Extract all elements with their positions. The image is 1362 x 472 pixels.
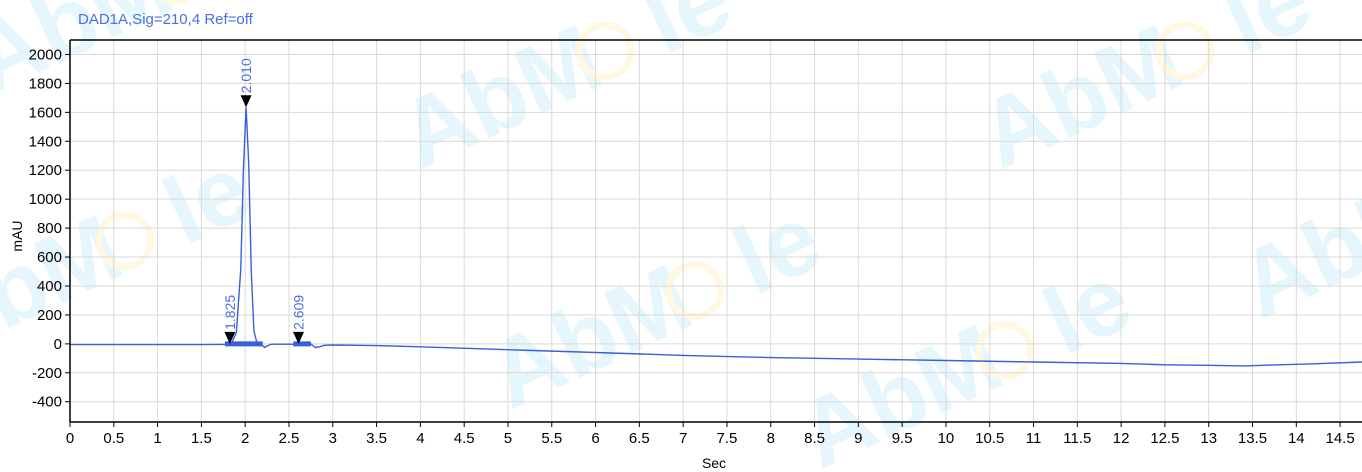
x-tick-label: 12.5 xyxy=(1150,430,1179,447)
watermark-ring xyxy=(665,261,725,321)
x-axis-ticks: 0 0.5 1 1.5 2 2.5 3 3.5 4 4.5 5 5.5 6 6.5 7 7.5 8 8.5 9 9.5… xyxy=(66,422,1355,447)
x-tick-label: 6 xyxy=(591,430,599,447)
x-tick-label: 2.5 xyxy=(279,430,300,447)
x-tick-label: 2 xyxy=(241,430,249,447)
y-tick-label: -400 xyxy=(32,394,62,411)
peak-marker xyxy=(224,331,236,344)
peak-marker xyxy=(293,331,305,344)
x-tick-label: 9 xyxy=(854,430,862,447)
x-tick-label: 9.5 xyxy=(892,430,913,447)
y-tick-label: 800 xyxy=(37,220,62,237)
y-tick-label: 1000 xyxy=(29,191,62,208)
peak-label: 2.010 xyxy=(238,58,254,93)
x-tick-label: 10.5 xyxy=(975,430,1004,447)
y-tick-label: 600 xyxy=(37,249,62,266)
x-tick-label: 7.5 xyxy=(717,430,738,447)
x-tick-label: 13.5 xyxy=(1238,430,1267,447)
x-tick-label: 12 xyxy=(1113,430,1130,447)
y-axis-title: mAU xyxy=(9,220,25,251)
x-tick-label: 3 xyxy=(329,430,337,447)
x-tick-label: 3.5 xyxy=(366,430,387,447)
y-tick-label: 400 xyxy=(37,278,62,295)
y-tick-label: 0 xyxy=(54,336,62,353)
x-axis-title: Sec xyxy=(702,455,726,471)
x-tick-label: 0.5 xyxy=(103,430,124,447)
y-tick-label: -200 xyxy=(32,365,62,382)
y-tick-label: 1200 xyxy=(29,162,62,179)
y-tick-label: 1600 xyxy=(29,104,62,121)
x-tick-label: 11.5 xyxy=(1063,430,1091,447)
x-tick-label: 6.5 xyxy=(629,430,650,447)
peak-label: 2.609 xyxy=(291,295,307,330)
signal-title: DAD1A,Sig=210,4 Ref=off xyxy=(78,11,254,28)
y-axis-ticks: -400 -200 0 200 400 600 800 1000 1200 1400 1600 180… xyxy=(29,46,70,411)
x-tick-label: 0 xyxy=(66,430,74,447)
x-tick-label: 13 xyxy=(1200,430,1217,447)
integration-baseline-bar xyxy=(293,341,311,347)
x-tick-label: 4 xyxy=(416,430,424,447)
x-tick-label: 8 xyxy=(767,430,775,447)
y-tick-label: 2000 xyxy=(29,46,62,63)
x-tick-label: 1 xyxy=(153,430,161,447)
y-tick-label: 200 xyxy=(37,307,62,324)
y-tick-label: 1800 xyxy=(29,75,62,92)
x-tick-label: 1.5 xyxy=(191,430,212,447)
x-tick-label: 7 xyxy=(679,430,687,447)
peak-label: 1.825 xyxy=(222,295,238,330)
y-tick-label: 1400 xyxy=(29,133,62,150)
axes xyxy=(69,39,1362,423)
x-tick-label: 10 xyxy=(938,430,955,447)
integration-baselines xyxy=(225,341,311,347)
x-tick-label: 4.5 xyxy=(454,430,475,447)
peak-marker xyxy=(240,95,252,108)
x-tick-label: 14.5 xyxy=(1326,430,1355,447)
peak-markers: 1.825 2.010 2.609 xyxy=(222,58,307,344)
integration-baseline-bar xyxy=(225,341,263,347)
x-tick-label: 5 xyxy=(504,430,512,447)
x-tick-label: 14 xyxy=(1288,430,1305,447)
x-tick-label: 11 xyxy=(1026,430,1042,447)
x-tick-label: 5.5 xyxy=(541,430,562,447)
x-tick-label: 8.5 xyxy=(804,430,825,447)
